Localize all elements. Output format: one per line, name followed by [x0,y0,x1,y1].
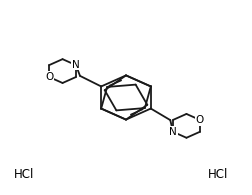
Text: O: O [196,115,204,125]
Text: N: N [72,60,80,70]
Text: HCl: HCl [14,168,34,181]
Text: O: O [45,72,53,82]
Text: N: N [169,127,177,137]
Text: HCl: HCl [208,168,228,181]
